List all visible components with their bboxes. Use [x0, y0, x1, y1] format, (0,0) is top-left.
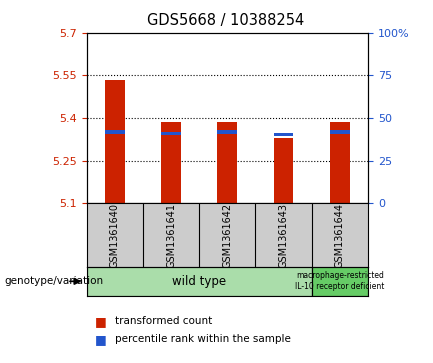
Text: GSM1361641: GSM1361641	[166, 203, 176, 268]
Text: GSM1361640: GSM1361640	[110, 203, 120, 268]
Bar	[274, 133, 294, 136]
Bar	[217, 130, 237, 134]
Bar	[217, 122, 237, 203]
Text: macrophage-restricted
IL-10 receptor deficient: macrophage-restricted IL-10 receptor def…	[295, 271, 385, 291]
Text: ■: ■	[95, 315, 107, 328]
Text: GSM1361643: GSM1361643	[278, 203, 289, 268]
Bar	[105, 79, 125, 203]
Text: GSM1361642: GSM1361642	[222, 203, 233, 268]
Bar	[274, 138, 294, 203]
Text: GDS5668 / 10388254: GDS5668 / 10388254	[146, 13, 304, 28]
Text: ■: ■	[95, 333, 107, 346]
Text: wild type: wild type	[172, 275, 226, 288]
Bar	[330, 130, 350, 134]
Bar	[312, 267, 368, 296]
Text: genotype/variation: genotype/variation	[4, 276, 103, 286]
Bar	[330, 122, 350, 203]
Bar	[87, 267, 312, 296]
Text: transformed count: transformed count	[115, 316, 212, 326]
Bar	[105, 130, 125, 134]
Text: GSM1361644: GSM1361644	[335, 203, 345, 268]
Bar	[161, 132, 181, 135]
Bar	[161, 122, 181, 203]
Text: percentile rank within the sample: percentile rank within the sample	[115, 334, 291, 344]
